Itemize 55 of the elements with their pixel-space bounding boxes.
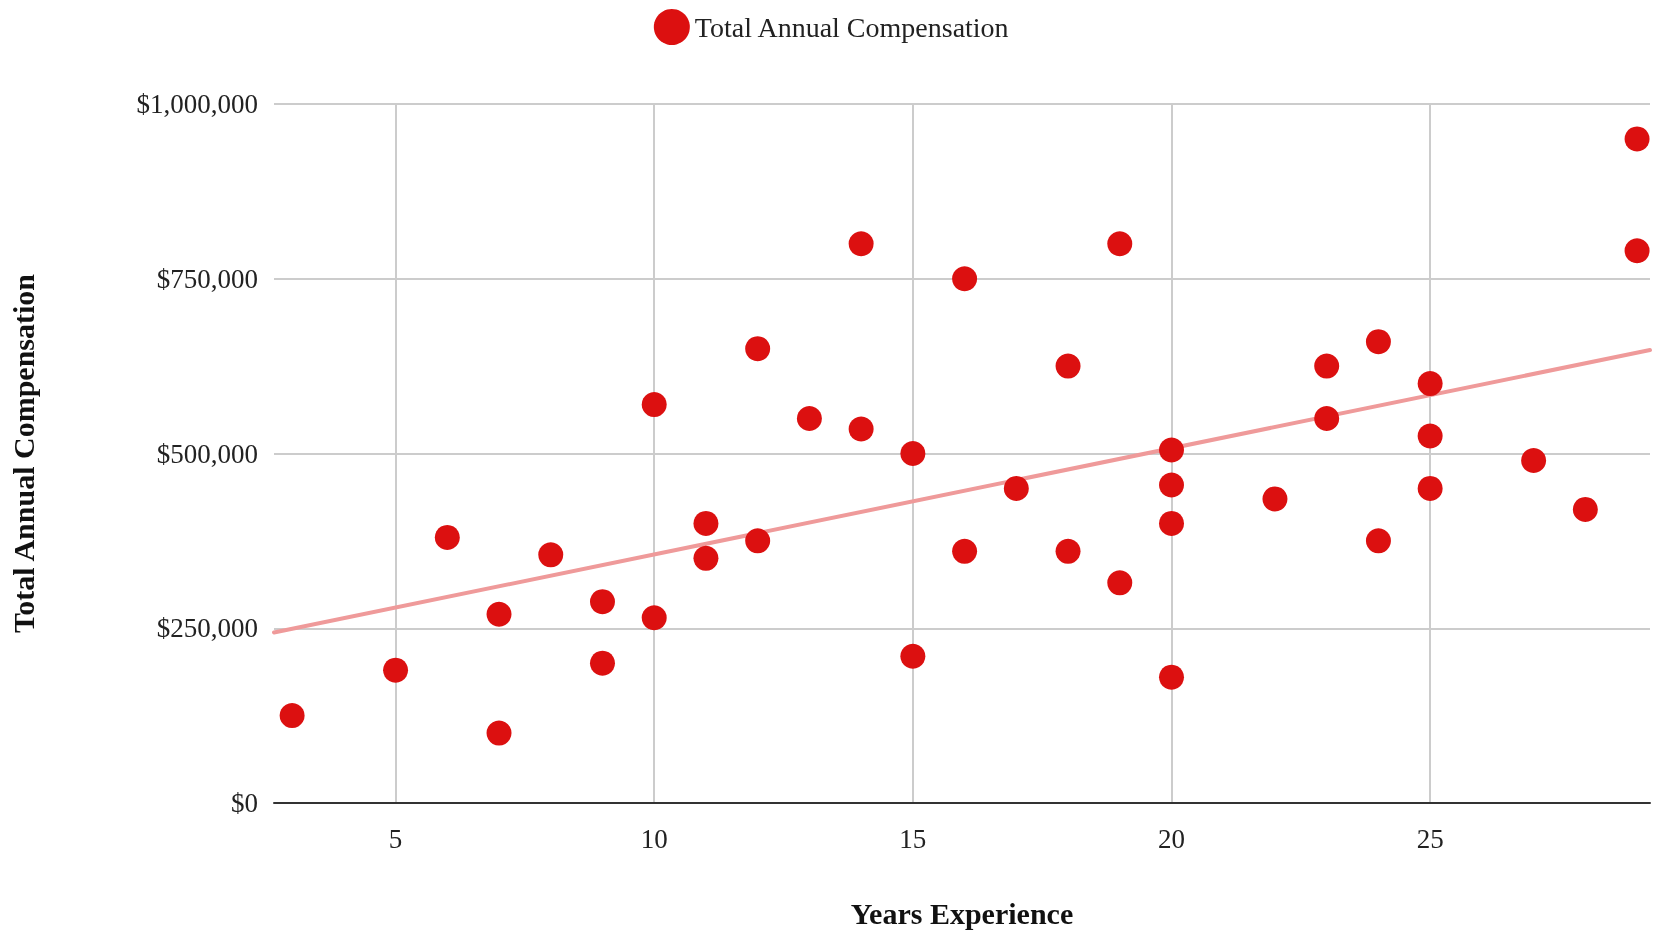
y-tick-label: $750,000 (156, 263, 258, 294)
point (1314, 406, 1340, 432)
point (693, 510, 719, 536)
point (1417, 475, 1443, 501)
point (1365, 329, 1391, 355)
point (1107, 570, 1133, 596)
legend-label: Total Annual Compensation (694, 11, 1009, 43)
point (1055, 538, 1081, 564)
point (952, 538, 978, 564)
y-tick-label: $250,000 (156, 613, 258, 644)
x-tick-label: 5 (388, 823, 403, 854)
x-axis-title: Years Experience (850, 896, 1074, 930)
point (952, 266, 978, 292)
point (848, 416, 874, 442)
y-tick-label: $500,000 (156, 438, 258, 469)
point (900, 441, 926, 466)
point (693, 545, 719, 571)
point (1159, 664, 1184, 690)
y-tick-label: $1,000,000 (136, 89, 258, 119)
point (1159, 510, 1184, 536)
point (590, 589, 615, 615)
point (1624, 238, 1650, 264)
point (641, 392, 667, 418)
y-axis-title: Total Annual Compensation (6, 273, 40, 634)
point (1624, 126, 1650, 152)
point (486, 720, 512, 746)
point (1417, 371, 1443, 397)
point (1314, 353, 1340, 379)
point (486, 601, 512, 627)
point (1159, 472, 1184, 498)
point (1262, 486, 1288, 512)
point (900, 643, 926, 669)
point (848, 231, 874, 257)
point (279, 703, 305, 729)
x-tick-label: 10 (640, 823, 668, 854)
point (1521, 448, 1547, 473)
x-tick-label: 20 (1158, 823, 1185, 854)
point (1107, 231, 1133, 257)
point (1003, 475, 1029, 501)
x-tick-label: 15 (899, 823, 927, 854)
point (1572, 496, 1598, 522)
point (1055, 353, 1081, 379)
x-tick-label: 25 (1416, 823, 1444, 854)
point (745, 336, 771, 362)
point (641, 605, 667, 631)
point (1365, 528, 1391, 554)
point (383, 657, 409, 683)
point (745, 528, 771, 554)
point (434, 524, 460, 550)
point (590, 650, 615, 676)
point (538, 542, 564, 568)
point (1417, 423, 1443, 449)
y-tick-label: $0 (231, 788, 258, 818)
point (796, 406, 822, 432)
point (1159, 437, 1184, 463)
